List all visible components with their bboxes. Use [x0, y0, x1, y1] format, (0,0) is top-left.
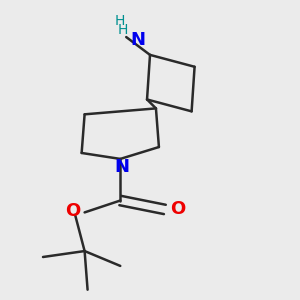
- Text: H: H: [115, 14, 125, 28]
- Text: H: H: [118, 22, 128, 37]
- Text: N: N: [130, 31, 146, 49]
- Text: O: O: [65, 202, 80, 220]
- Text: O: O: [170, 200, 185, 218]
- Text: N: N: [114, 158, 129, 176]
